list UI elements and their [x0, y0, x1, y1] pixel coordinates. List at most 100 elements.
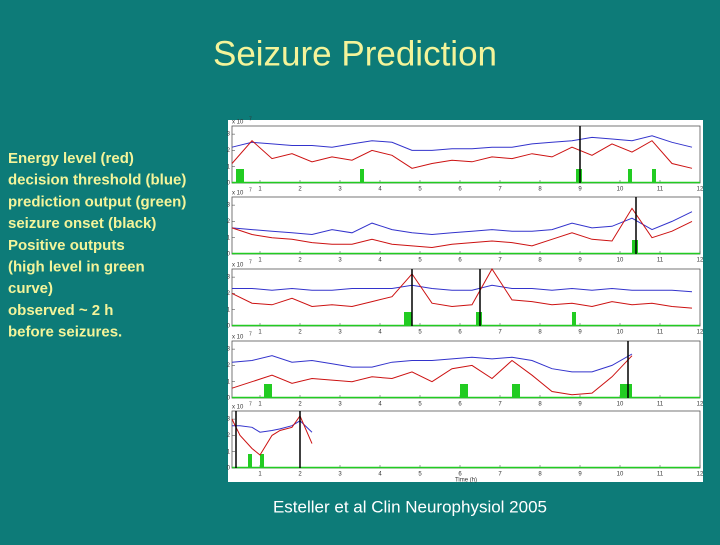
y-tick-label: 3 [227, 132, 231, 138]
y-tick-label: 2 [227, 433, 231, 439]
text-line: seizure onset (black) [8, 215, 156, 232]
y-tick-label: 2 [227, 219, 231, 225]
energy-line [231, 355, 633, 396]
y-tick-label: 1 [227, 379, 231, 385]
y-tick-label: 0 [227, 396, 231, 402]
prediction-pulse [236, 169, 244, 183]
threshold-line [232, 420, 313, 433]
x-tick-label: 8 [538, 402, 542, 408]
prediction-pulse [620, 384, 632, 398]
prediction-pulse [248, 454, 252, 468]
y-tick-label: 3 [227, 347, 231, 353]
scale-label: x 10 [232, 405, 244, 411]
energy-line [231, 139, 693, 169]
text-line: Positive outputs [8, 237, 125, 254]
x-tick-label: 4 [378, 187, 382, 193]
scale-label: x 10 [232, 120, 244, 126]
x-tick-label: 11 [657, 330, 664, 336]
slide-title: Seizure Prediction [213, 34, 497, 73]
x-tick-label: 3 [338, 258, 342, 264]
scale-exponent: 7 [249, 331, 252, 337]
x-tick-label: 5 [418, 402, 422, 408]
x-tick-label: 4 [378, 402, 382, 408]
scale-exponent: 7 [249, 401, 252, 407]
x-tick-label: 9 [578, 402, 582, 408]
x-tick-label: 6 [458, 187, 462, 193]
x-tick-label: 7 [498, 472, 502, 478]
x-tick-label: 1 [258, 330, 262, 336]
x-tick-label: 10 [617, 258, 624, 264]
x-tick-label: 3 [338, 472, 342, 478]
x-tick-label: 2 [298, 472, 302, 478]
text-line: observed ~ 2 h [8, 302, 113, 319]
x-tick-label: 5 [418, 187, 422, 193]
x-tick-label: 2 [298, 187, 302, 193]
x-tick-label: 12 [697, 402, 704, 408]
x-tick-label: 11 [657, 187, 664, 193]
figure-frame [228, 120, 703, 482]
citation: Esteller et al Clin Neurophysiol 2005 [273, 497, 547, 516]
prediction-pulse [652, 169, 656, 183]
y-tick-label: 2 [227, 148, 231, 154]
prediction-pulse [404, 312, 412, 326]
y-tick-label: 0 [227, 181, 231, 187]
prediction-pulse [264, 384, 272, 398]
scale-label: x 10 [232, 335, 244, 341]
x-tick-label: 10 [617, 330, 624, 336]
x-tick-label: 3 [338, 187, 342, 193]
text-line: Energy level (red) [8, 150, 134, 167]
y-tick-label: 2 [227, 363, 231, 369]
x-tick-label: 4 [378, 472, 382, 478]
x-tick-label: 12 [697, 258, 704, 264]
x-tick-label: 7 [498, 402, 502, 408]
y-tick-label: 3 [227, 275, 231, 281]
x-tick-label: 3 [338, 402, 342, 408]
prediction-pulse [576, 169, 582, 183]
x-tick-label: 12 [697, 330, 704, 336]
x-tick-label: 4 [378, 330, 382, 336]
y-tick-label: 0 [227, 466, 231, 472]
x-tick-label: 10 [617, 472, 624, 478]
y-tick-label: 3 [227, 203, 231, 209]
y-tick-label: 1 [227, 164, 231, 170]
threshold-line [231, 211, 693, 236]
x-tick-label: 8 [538, 258, 542, 264]
x-tick-label: 1 [258, 258, 262, 264]
threshold-line [231, 353, 633, 373]
y-tick-label: 0 [227, 324, 231, 330]
x-tick-label: 12 [697, 187, 704, 193]
y-tick-label: 3 [227, 417, 231, 423]
text-line: prediction output (green) [8, 193, 186, 210]
prediction-pulse [360, 169, 364, 183]
x-tick-label: 10 [617, 402, 624, 408]
x-tick-label: 7 [498, 187, 502, 193]
energy-line [231, 207, 693, 249]
x-tick-label: 11 [657, 402, 664, 408]
prediction-pulse [260, 454, 264, 468]
text-line: (high level in green [8, 258, 145, 275]
y-tick-label: 2 [227, 291, 231, 297]
x-tick-label: 1 [258, 187, 262, 193]
text-line: decision threshold (blue) [8, 172, 186, 189]
scale-exponent: 7 [249, 116, 252, 122]
x-tick-label: 5 [418, 258, 422, 264]
y-tick-label: 1 [227, 449, 231, 455]
x-tick-label: 1 [258, 472, 262, 478]
x-tick-label: 9 [578, 258, 582, 264]
x-axis-label: Time (h) [455, 478, 477, 484]
x-tick-label: 8 [538, 472, 542, 478]
x-tick-label: 5 [418, 330, 422, 336]
x-tick-label: 6 [458, 472, 462, 478]
text-line: curve) [8, 280, 53, 297]
x-tick-label: 6 [458, 258, 462, 264]
x-tick-label: 8 [538, 187, 542, 193]
x-tick-label: 6 [458, 402, 462, 408]
scale-label: x 10 [232, 263, 244, 269]
prediction-pulse [572, 312, 576, 326]
x-tick-label: 11 [657, 472, 664, 478]
prediction-pulse [628, 169, 632, 183]
x-tick-label: 1 [258, 402, 262, 408]
x-tick-label: 7 [498, 258, 502, 264]
